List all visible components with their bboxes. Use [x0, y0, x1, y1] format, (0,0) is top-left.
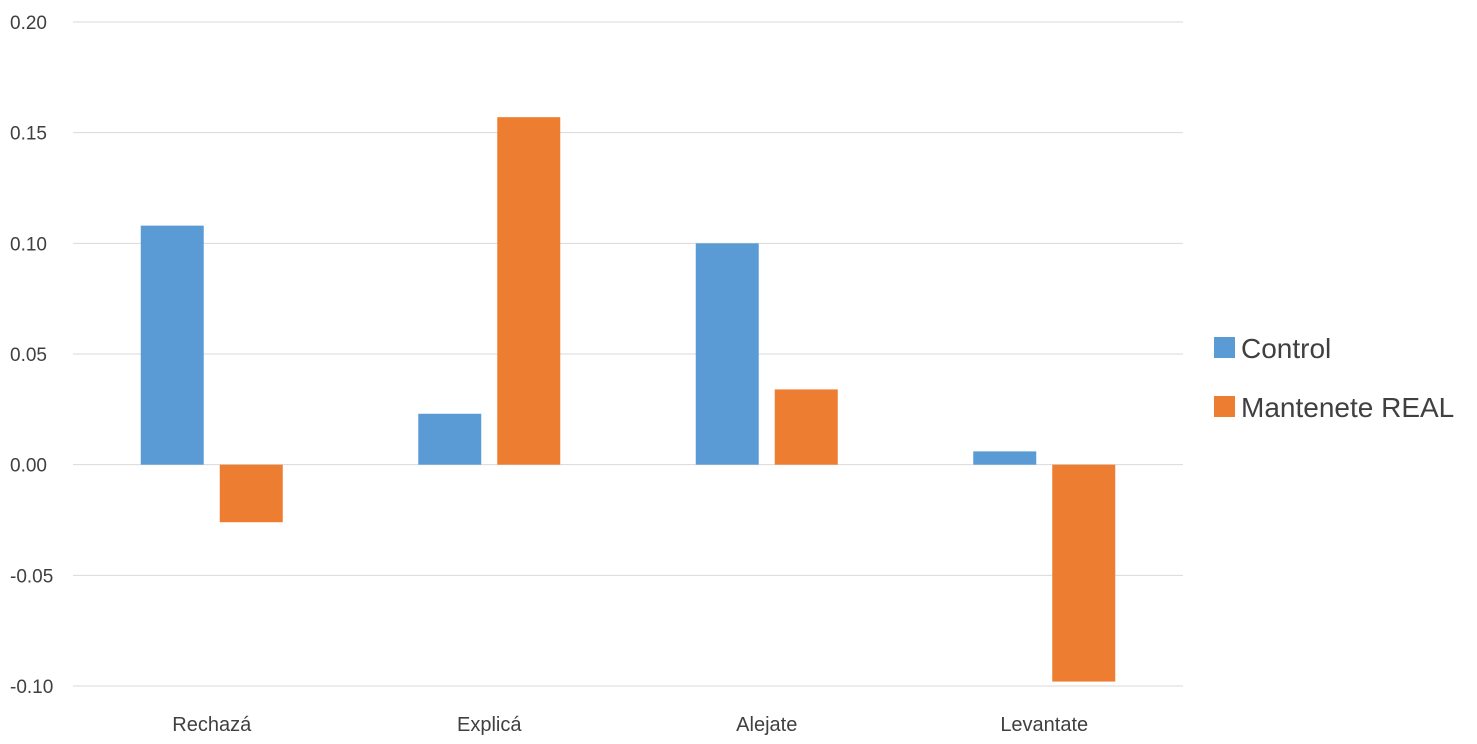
- legend-label: Mantenete REAL: [1241, 392, 1454, 423]
- gridlines: [73, 21, 1183, 687]
- bars: [140, 117, 1116, 682]
- bar-mantenete-real-2: [774, 389, 838, 465]
- legend-swatch: [1214, 337, 1235, 358]
- x-category-label: Alejate: [736, 714, 797, 736]
- bar-mantenete-real-1: [497, 117, 561, 465]
- y-tick-label: 0.05: [10, 345, 47, 366]
- legend: Control Mantenete REAL: [1214, 333, 1454, 423]
- bar-control-3: [973, 451, 1037, 465]
- y-axis-tick-labels: 0.20 0.15 0.10 0.05 0.00 -0.05 -0.10: [10, 13, 53, 698]
- bar-control-0: [140, 225, 204, 465]
- bar-mantenete-real-0: [219, 464, 283, 523]
- legend-label: Control: [1241, 333, 1331, 364]
- x-category-label: Rechazá: [172, 714, 252, 736]
- y-tick-label: 0.20: [10, 13, 47, 34]
- bar-mantenete-real-3: [1052, 464, 1116, 682]
- y-tick-label: 0.00: [10, 456, 47, 477]
- y-tick-label: -0.05: [10, 566, 53, 587]
- legend-swatch: [1214, 396, 1235, 417]
- bar-control-2: [695, 243, 759, 465]
- x-axis-category-labels: Rechazá Explicá Alejate Levantate: [172, 714, 1088, 736]
- y-tick-label: 0.10: [10, 234, 47, 255]
- x-category-label: Explicá: [457, 714, 522, 736]
- y-tick-label: -0.10: [10, 677, 53, 698]
- x-category-label: Levantate: [1000, 714, 1088, 736]
- bar-control-1: [418, 413, 482, 465]
- y-tick-label: 0.15: [10, 124, 47, 145]
